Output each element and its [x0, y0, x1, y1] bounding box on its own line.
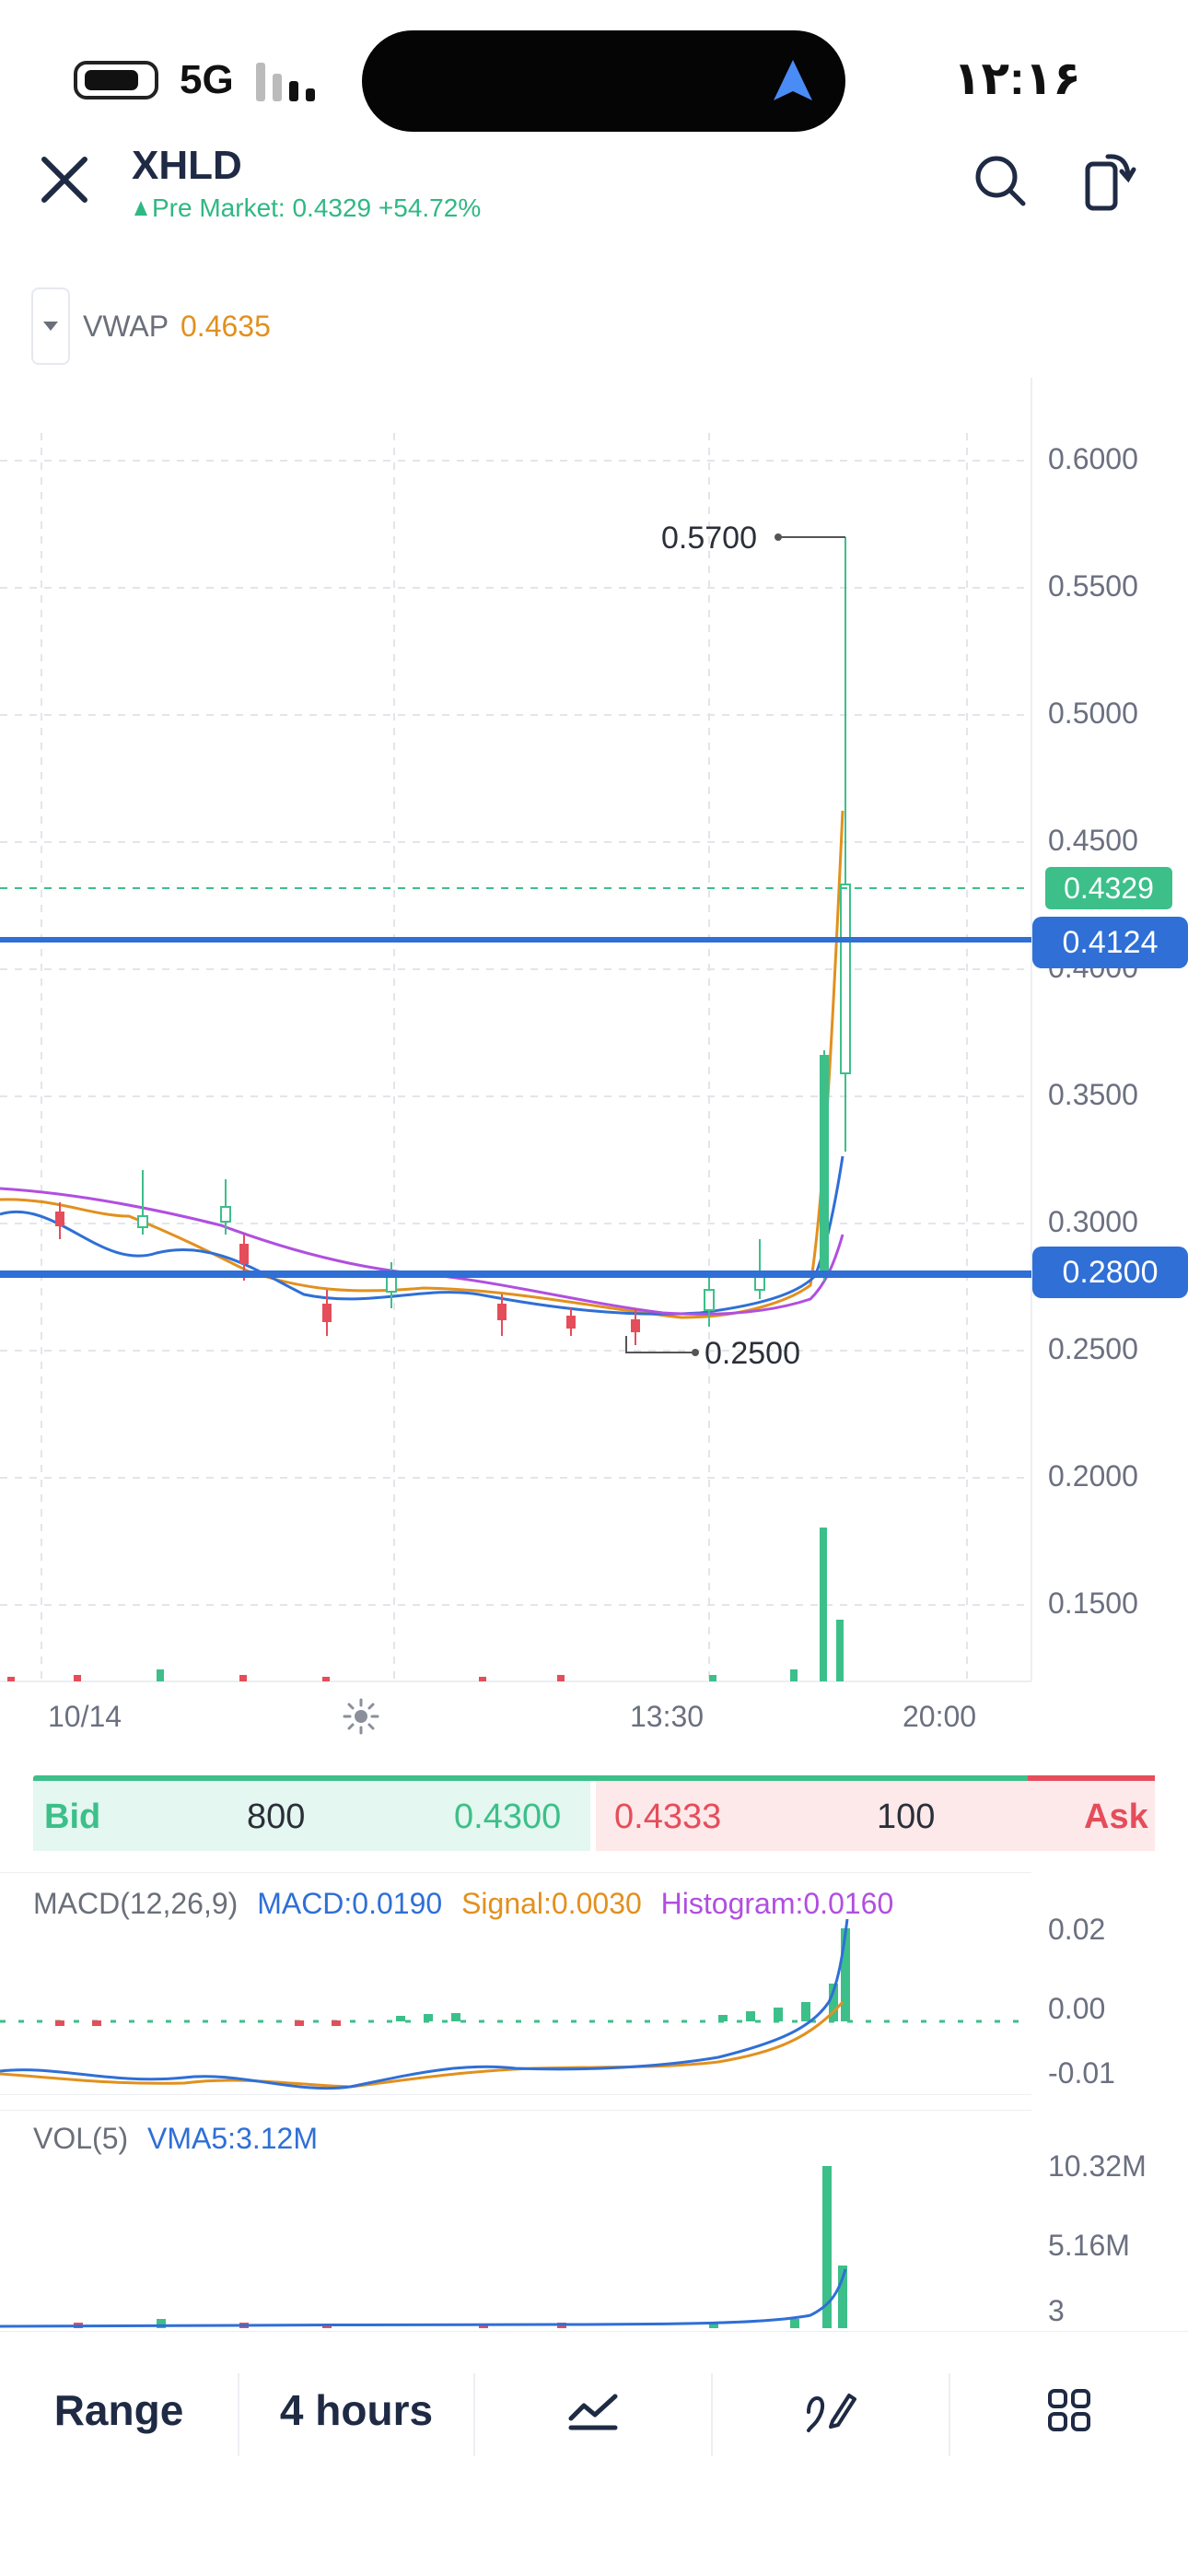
- caret-down-icon: [43, 322, 58, 331]
- status-bar: 5G ۱۲:۱۶: [0, 0, 1188, 147]
- network-label: 5G: [180, 57, 234, 102]
- close-button[interactable]: [37, 152, 92, 207]
- location-arrow-icon: [774, 60, 812, 100]
- time-axis-label: 10/14: [48, 1700, 122, 1733]
- premarket-text: Pre Market: 0.4329 +54.72%: [152, 193, 482, 222]
- macd-value: MACD:0.0190: [257, 1887, 443, 1920]
- line-chart-icon: [568, 2394, 618, 2430]
- rotate-screen-icon: [1085, 154, 1136, 211]
- price-axis-label: 0.4500: [1048, 824, 1138, 857]
- level-lower-tag[interactable]: 0.2800: [1032, 1247, 1188, 1298]
- dynamic-island: [362, 30, 845, 132]
- draw-tab[interactable]: [713, 2332, 949, 2488]
- macd-panel[interactable]: MACD(12,26,9) MACD:0.0190 Signal:0.0030 …: [0, 1872, 1031, 2095]
- status-time: ۱۲:۱۶: [953, 53, 1081, 104]
- volume-chart: [0, 2166, 847, 2328]
- more-tab[interactable]: [950, 2332, 1188, 2488]
- low-annotation: 0.2500: [705, 1336, 800, 1371]
- search-button[interactable]: [972, 152, 1029, 209]
- vma-value: VMA5:3.12M: [147, 2122, 318, 2155]
- rotate-screen-button[interactable]: [1082, 147, 1137, 212]
- up-triangle-icon: [134, 201, 147, 216]
- price-axis-label: 0.3000: [1048, 1205, 1138, 1238]
- candles: [55, 537, 851, 1345]
- macd-signal: Signal:0.0030: [461, 1887, 642, 1920]
- macd-axis-label: 0.02: [1048, 1913, 1106, 1946]
- ask-label: Ask: [1084, 1797, 1148, 1836]
- sun-icon: [343, 1698, 379, 1735]
- high-annotation: 0.5700: [661, 521, 757, 556]
- bid-label: Bid: [44, 1797, 101, 1836]
- grid: [0, 433, 1031, 1681]
- interval-label: 4 hours: [279, 2386, 434, 2434]
- volume-title: VOL(5): [33, 2122, 129, 2155]
- bid-ask-bar[interactable]: Bid 800 0.4300 0.4333 100 Ask: [33, 1775, 1155, 1851]
- volume-axis-label: 10.32M: [1048, 2149, 1147, 2183]
- volume-overlay: [7, 1528, 844, 1681]
- ma-blue-line: [0, 1155, 844, 1316]
- macd-chart: [0, 1918, 1031, 2090]
- grid-menu-icon: [1048, 2389, 1090, 2431]
- premarket-info: Pre Market: 0.4329 +54.72%: [134, 193, 481, 223]
- indicators-tab[interactable]: [475, 2332, 711, 2488]
- time-axis-label: 13:30: [630, 1700, 705, 1733]
- vwap-label: VWAP: [83, 310, 169, 343]
- macd-title: MACD(12,26,9): [33, 1887, 239, 1920]
- vwap-line: [0, 810, 844, 1319]
- ma-purple-line: [0, 1187, 844, 1316]
- volume-axis-label: 5.16M: [1048, 2229, 1130, 2262]
- price-axis-label: 0.2000: [1048, 1459, 1138, 1493]
- volume-axis-label: 3: [1048, 2294, 1065, 2327]
- signal-icon: [256, 63, 320, 101]
- price-chart[interactable]: [0, 369, 1188, 1704]
- symbol-title: XHLD: [132, 143, 242, 188]
- bid-size: 800: [247, 1797, 306, 1836]
- bid-section: Bid 800 0.4300: [33, 1781, 590, 1851]
- price-axis-label: 0.5500: [1048, 569, 1138, 603]
- ask-price: 0.4333: [614, 1797, 722, 1836]
- range-tab[interactable]: Range: [0, 2332, 238, 2488]
- price-axis-label: 0.6000: [1048, 442, 1138, 475]
- macd-axis-label: 0.00: [1048, 1992, 1106, 2025]
- macd-histogram: Histogram:0.0160: [660, 1887, 894, 1920]
- price-axis-label: 0.2500: [1048, 1332, 1138, 1365]
- level-upper-tag[interactable]: 0.4124: [1032, 917, 1188, 968]
- macd-axis-label: -0.01: [1048, 2056, 1115, 2090]
- price-axis-label: 0.5000: [1048, 697, 1138, 730]
- battery-icon: [74, 61, 158, 100]
- time-axis-label: 20:00: [903, 1700, 977, 1733]
- volume-panel[interactable]: VOL(5) VMA5:3.12M: [0, 2110, 1031, 2332]
- bottom-toolbar: Range 4 hours: [0, 2331, 1188, 2488]
- bid-price: 0.4300: [454, 1797, 562, 1836]
- price-axis-label: 0.3500: [1048, 1078, 1138, 1111]
- price-axis-label: 0.1500: [1048, 1587, 1138, 1620]
- indicator-dropdown[interactable]: [31, 287, 70, 365]
- close-icon: [41, 157, 87, 203]
- range-label: Range: [53, 2386, 184, 2434]
- vwap-value: 0.4635: [181, 310, 271, 343]
- draw-pen-icon: [807, 2394, 856, 2432]
- search-icon: [975, 156, 1026, 206]
- ask-section: 0.4333 100 Ask: [596, 1781, 1155, 1851]
- current-price-tag: 0.4329: [1045, 867, 1172, 909]
- interval-tab[interactable]: 4 hours: [239, 2332, 473, 2488]
- ask-size: 100: [877, 1797, 936, 1836]
